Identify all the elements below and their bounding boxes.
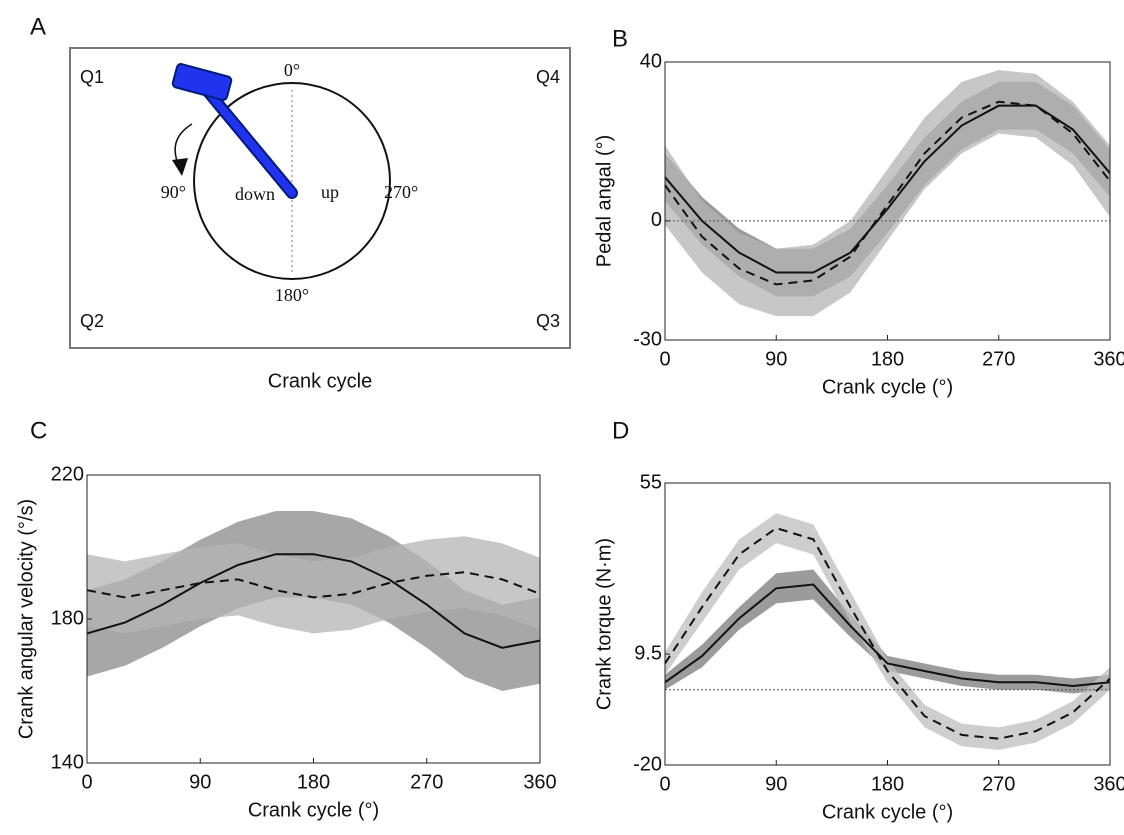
crank-circle [193, 82, 391, 280]
pedal [171, 63, 233, 101]
y-axis-label: Pedal angal (°) [593, 135, 615, 268]
panel-letter: B [612, 25, 628, 52]
panel-letter: D [612, 417, 629, 444]
band [665, 569, 1110, 694]
series-line [664, 527, 1111, 740]
quadrant: Q4 [536, 67, 560, 87]
band [665, 69, 1110, 317]
y-tick-label: -20 [633, 753, 662, 775]
series-line [664, 100, 1111, 286]
x-tick-label: 0 [659, 348, 670, 370]
caption: Crank cycle [268, 370, 372, 392]
quadrant: Q1 [80, 67, 104, 87]
angle-label: 270° [384, 182, 418, 202]
series-line [86, 571, 541, 599]
crank-arm [196, 78, 296, 197]
y-tick-label: 180 [51, 607, 84, 629]
y-axis-label: Crank torque (N·m) [593, 538, 615, 710]
x-tick-label: 360 [1093, 348, 1124, 370]
x-tick-label: 180 [297, 771, 330, 793]
y-tick-label: 220 [51, 463, 84, 485]
panel-letter: A [30, 13, 46, 40]
band [87, 536, 540, 634]
diagram-frame [69, 47, 571, 349]
x-axis-label: Crank cycle (°) [822, 376, 953, 398]
y-tick-label: 140 [51, 751, 84, 773]
y-tick-label: 55 [640, 471, 662, 493]
x-axis-label: Crank cycle (°) [822, 801, 953, 823]
x-tick-label: 90 [189, 771, 211, 793]
arrow-head [172, 158, 188, 176]
series-line [664, 583, 1111, 688]
quadrant: Q3 [536, 311, 560, 331]
x-tick-label: 360 [1093, 773, 1124, 795]
x-tick-label: 270 [982, 348, 1015, 370]
series-line [664, 104, 1111, 274]
y-axis-label: Crank angular velocity (°/s) [15, 499, 37, 739]
x-tick-label: 90 [765, 773, 787, 795]
x-tick-label: 0 [81, 771, 92, 793]
half-label: up [321, 182, 339, 202]
band [665, 513, 1110, 750]
angle-label: 0° [284, 60, 300, 80]
chart: 0 90 180 270 360 140 180 220 Crank cycle (°) Cran… [15, 417, 556, 821]
x-tick-label: 180 [871, 773, 904, 795]
panel-letter: C [30, 417, 47, 444]
y-tick-label: 40 [640, 50, 662, 72]
x-tick-label: 90 [765, 348, 787, 370]
angle-label: 180° [275, 285, 309, 305]
y-tick-label: 9.5 [634, 642, 662, 664]
x-tick-label: 0 [659, 773, 670, 795]
series-line [86, 553, 541, 649]
x-tick-label: 270 [410, 771, 443, 793]
x-tick-label: 270 [982, 773, 1015, 795]
x-tick-label: 180 [871, 348, 904, 370]
half-label: down [235, 184, 275, 204]
x-axis-label: Crank cycle (°) [248, 799, 379, 821]
y-tick-label: 0 [651, 209, 662, 231]
diagram: A Q1 Q2 Q3 Q4 0° 90° 180° 270° down up C… [30, 13, 571, 392]
chart: 0 90 180 270 360 -20 9.5 55 Crank cycle (°) Crank… [593, 417, 1124, 823]
quadrant: Q2 [80, 311, 104, 331]
y-tick-label: -30 [633, 328, 662, 350]
x-tick-label: 360 [523, 771, 556, 793]
angle-label: 90° [161, 182, 186, 202]
